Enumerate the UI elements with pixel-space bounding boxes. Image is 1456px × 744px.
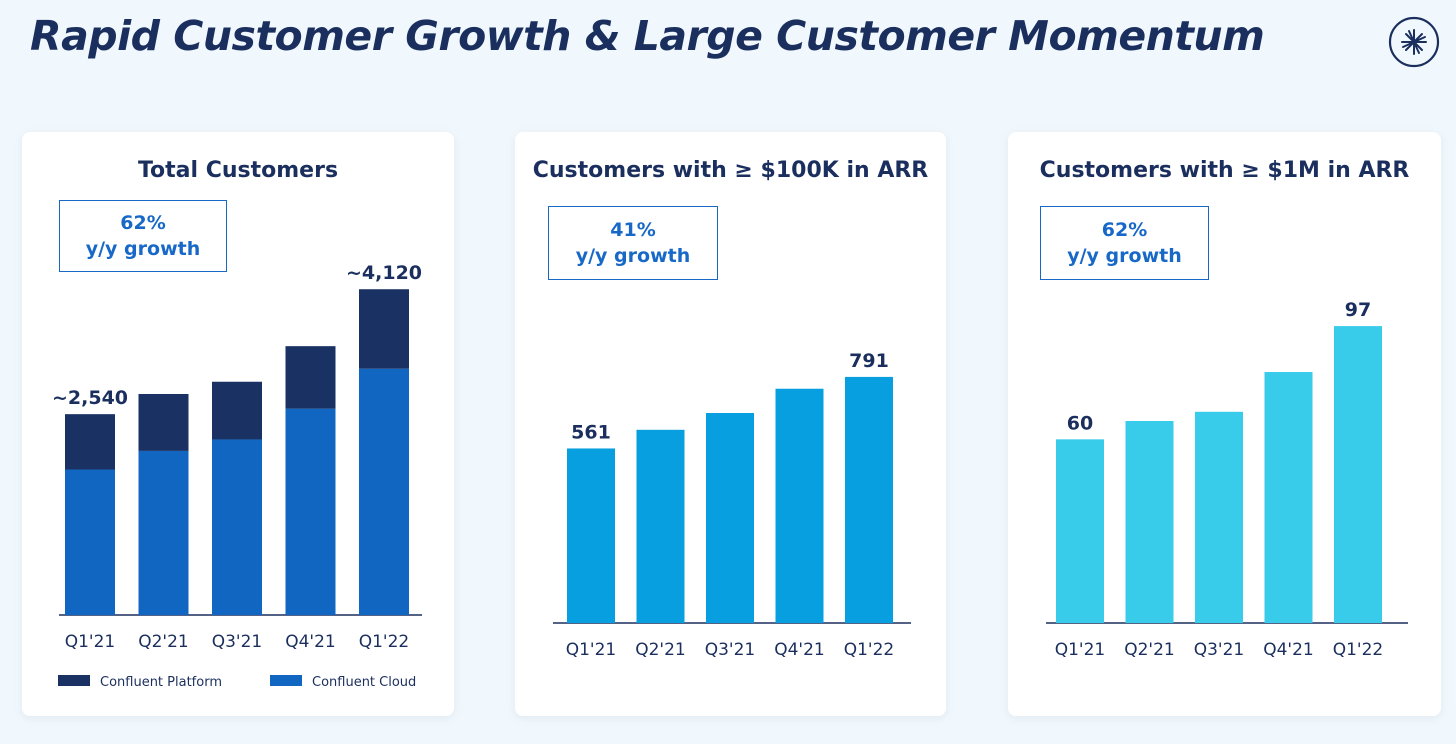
card-100k-arr: Customers with ≥ $100K in ARR 41% y/y gr…	[515, 132, 946, 716]
bar-confluent-cloud	[138, 450, 189, 615]
arr-100k-chart: 561 Q1'21 Q2'21 Q3'21 Q4'21 791 Q1'22	[553, 350, 911, 660]
card-1m-arr: Customers with ≥ $1M in ARR 62% y/y grow…	[1008, 132, 1441, 716]
x-tick-label: Q4'21	[285, 632, 336, 652]
x-tick-label: Q4'21	[1263, 640, 1314, 660]
bar-confluent-platform	[212, 381, 262, 440]
legend-label-cloud: Confluent Cloud	[312, 675, 416, 690]
x-tick-label: Q3'21	[705, 640, 756, 660]
x-tick-label: Q2'21	[138, 632, 189, 652]
chart-title: Total Customers	[137, 158, 339, 183]
growth-percent: 41%	[610, 219, 656, 241]
bar	[845, 376, 893, 623]
data-label: 60	[1067, 412, 1093, 434]
bar-confluent-cloud	[285, 408, 336, 615]
x-tick-label: Q2'21	[635, 640, 686, 660]
bar	[1195, 411, 1243, 623]
bar-confluent-platform	[65, 414, 115, 470]
x-tick-label: Q3'21	[1194, 640, 1245, 660]
x-tick-label: Q1'22	[359, 632, 410, 652]
growth-callout: 62% y/y growth	[1040, 206, 1209, 280]
bar-confluent-cloud	[359, 368, 409, 615]
bar-confluent-cloud	[65, 469, 115, 615]
bar	[567, 448, 615, 623]
x-tick-label: Q2'21	[1124, 640, 1175, 660]
growth-percent: 62%	[1101, 219, 1148, 241]
legend-swatch-cloud	[270, 675, 302, 686]
x-tick-label: Q1'22	[844, 640, 895, 660]
bar	[1125, 420, 1174, 623]
legend-label-platform: Confluent Platform	[100, 675, 222, 690]
x-tick-label: Q3'21	[212, 632, 263, 652]
growth-callout: 41% y/y growth	[548, 206, 718, 280]
growth-label: y/y growth	[575, 245, 691, 267]
confluent-logo-icon	[1388, 16, 1440, 68]
bar-confluent-platform	[359, 289, 409, 369]
legend-swatch-platform	[58, 675, 90, 686]
bar	[1056, 439, 1104, 623]
arr-1m-chart: 60 Q1'21 Q2'21 Q3'21 Q4'21 97 Q1'22	[1046, 299, 1408, 660]
total-customers-chart: ~2,540 Q1'21 Q2'21 Q3'21 Q4'21 ~4,120 Q1'22 Con…	[52, 262, 422, 690]
bar-confluent-platform	[138, 394, 189, 451]
data-label: 791	[849, 350, 889, 372]
data-label: ~2,540	[52, 387, 128, 409]
chart-title: Customers with ≥ $100K in ARR	[532, 158, 929, 183]
growth-percent: 62%	[120, 212, 166, 234]
data-label: 97	[1345, 299, 1371, 321]
chart-title: Customers with ≥ $1M in ARR	[1039, 158, 1410, 183]
x-tick-label: Q4'21	[774, 640, 825, 660]
bar	[775, 388, 824, 623]
bar-confluent-cloud	[212, 439, 262, 615]
bar	[1264, 372, 1313, 623]
x-tick-label: Q1'21	[566, 640, 617, 660]
bar	[636, 429, 685, 623]
bar	[706, 413, 754, 623]
bar	[1334, 326, 1382, 623]
x-tick-label: Q1'21	[65, 632, 116, 652]
bar-confluent-platform	[285, 346, 336, 409]
data-label: ~4,120	[346, 262, 422, 284]
growth-label: y/y growth	[1067, 245, 1182, 267]
data-label: 561	[571, 421, 611, 443]
x-tick-label: Q1'21	[1055, 640, 1106, 660]
growth-callout: 62% y/y growth	[59, 200, 227, 272]
card-total-customers: Total Customers 62% y/y growth ~2,540 Q1'…	[22, 132, 454, 716]
growth-label: y/y growth	[85, 238, 201, 260]
x-tick-label: Q1'22	[1333, 640, 1384, 660]
slide-title: Rapid Customer Growth & Large Customer M…	[30, 12, 1265, 60]
